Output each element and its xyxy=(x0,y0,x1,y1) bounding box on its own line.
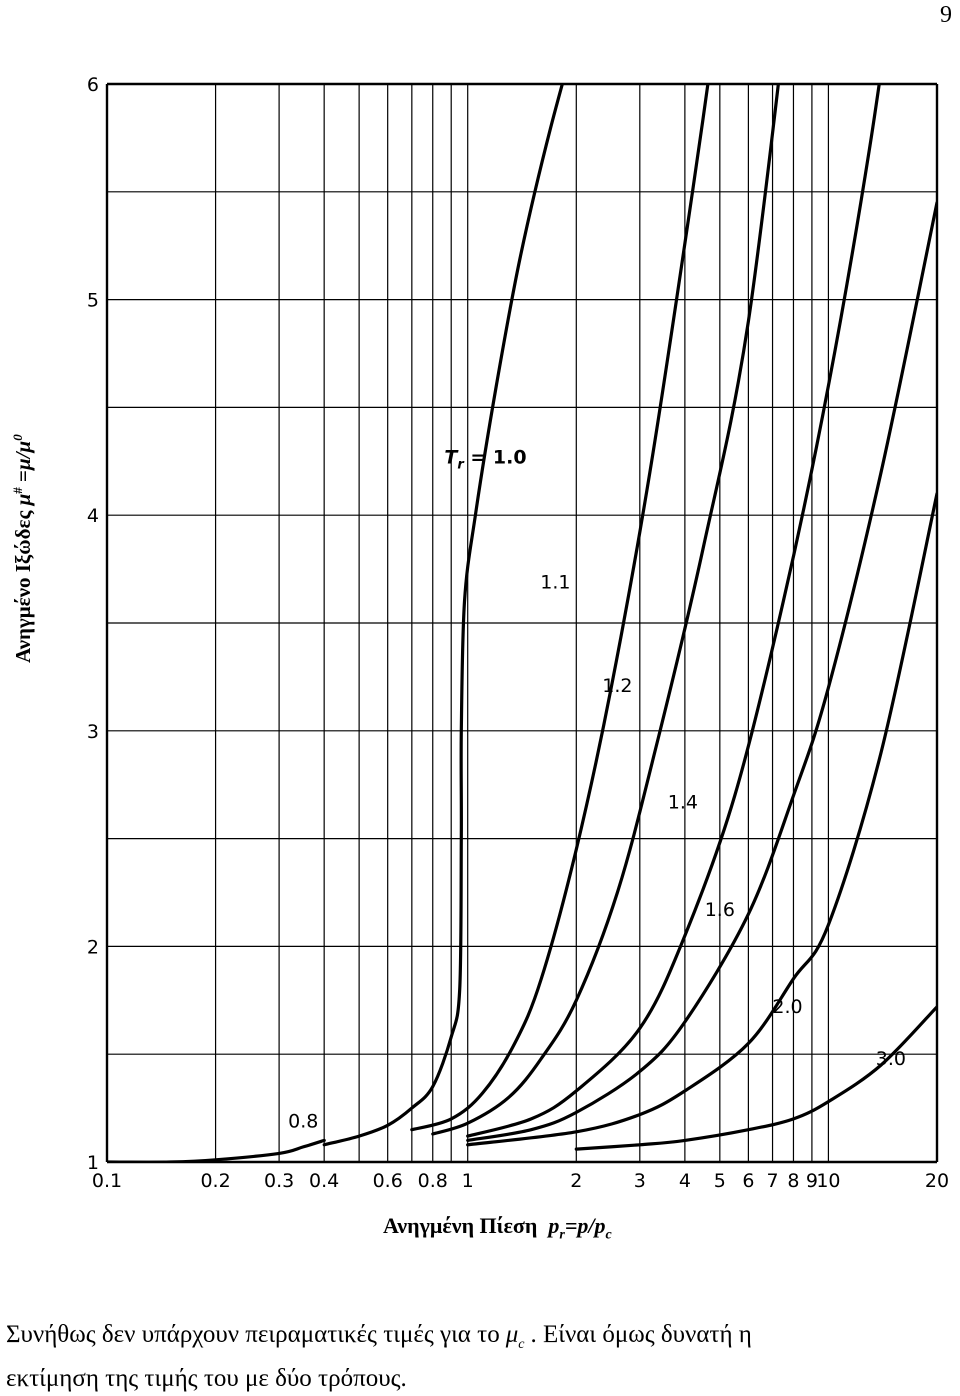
x-tick-label: 0.4 xyxy=(309,1170,339,1192)
y-tick-label: 3 xyxy=(87,721,99,743)
x-tick-label: 20 xyxy=(925,1170,949,1192)
x-tick-label: 0.2 xyxy=(200,1170,230,1192)
caption-line-1: Συνήθως δεν υπάρχουν πειραματικές τιμές … xyxy=(6,1321,752,1352)
x-tick-label: 6 xyxy=(742,1170,754,1192)
curve-label-0.8: 0.8 xyxy=(288,1111,318,1133)
curve-label-1.2: 1.2 xyxy=(602,675,632,697)
x-tick-label: 0.3 xyxy=(264,1170,294,1192)
curve-tr-1.1 xyxy=(410,84,710,1132)
curve-tr-3.0 xyxy=(574,1005,937,1151)
curve-labels: 0.8 Tr = 1.0 1.1 1.2 1.4 1.6 2.0 3.0 xyxy=(288,446,906,1132)
curves xyxy=(107,84,937,1162)
y-tick-label: 6 xyxy=(87,74,99,96)
y-tick-label: 4 xyxy=(87,505,99,527)
curve-tr-1.6 xyxy=(466,201,937,1142)
x-tick-label: 0.6 xyxy=(373,1170,403,1192)
curve-tr-2.0 xyxy=(466,492,937,1147)
y-tick-label: 1 xyxy=(87,1152,99,1174)
caption-line-2: εκτίμηση της τιμής του με δύο τρόπους. xyxy=(6,1365,407,1392)
page-number: 9 xyxy=(940,2,952,28)
x-tick-label: 10 xyxy=(816,1170,840,1192)
x-tick-label: 4 xyxy=(679,1170,691,1192)
x-tick-label: 5 xyxy=(714,1170,726,1192)
curve-label-1.1: 1.1 xyxy=(540,572,570,594)
y-tick-label: 2 xyxy=(87,936,99,958)
x-tick-label: 9 xyxy=(806,1170,818,1192)
curve-tr-0.8 xyxy=(107,1138,326,1162)
x-tick-label: 7 xyxy=(766,1170,778,1192)
curve-label-3.0: 3.0 xyxy=(876,1048,906,1070)
x-tick-labels: 0.1 0.2 0.3 0.4 0.6 0.8 1 2 3 4 5 6 7 8 910 20 xyxy=(92,1170,949,1192)
x-axis-title: Ανηγμένη Πίεση pr=p/pc xyxy=(383,1213,612,1243)
x-tick-label: 2 xyxy=(570,1170,582,1192)
curve-label-1.0: Tr = 1.0 xyxy=(444,446,526,472)
x-tick-label: 8 xyxy=(787,1170,799,1192)
y-tick-labels: 1 2 3 4 5 6 xyxy=(87,74,99,1174)
curve-label-2.0: 2.0 xyxy=(772,996,802,1018)
x-tick-label: 3 xyxy=(634,1170,646,1192)
caption-paragraph: Συνήθως δεν υπάρχουν πειραματικές τιμές … xyxy=(6,1318,958,1396)
chart-grid xyxy=(105,82,939,1164)
y-tick-label: 5 xyxy=(87,290,99,312)
x-axis-symbol: pr=p/pc xyxy=(548,1213,612,1243)
curve-label-1.4: 1.4 xyxy=(668,791,698,813)
curve-tr-1.2 xyxy=(431,84,780,1136)
x-axis-title-text: Ανηγμένη Πίεση xyxy=(383,1213,538,1238)
y-axis-title: Ανηγμένο Ιξώδες μ# =μ/μ0 xyxy=(2,365,40,665)
curve-label-1.6: 1.6 xyxy=(705,899,735,921)
y-axis-title-text: Ανηγμένο Ιξώδες μ# =μ/μ0 xyxy=(10,434,35,663)
mu-c-symbol: μc xyxy=(505,1321,525,1352)
curve-tr-1.0 xyxy=(322,84,564,1147)
x-tick-label: 0.8 xyxy=(418,1170,448,1192)
x-tick-label: 0.1 xyxy=(92,1170,122,1192)
x-tick-label: 1 xyxy=(462,1170,474,1192)
curve-tr-1.4 xyxy=(466,84,881,1138)
